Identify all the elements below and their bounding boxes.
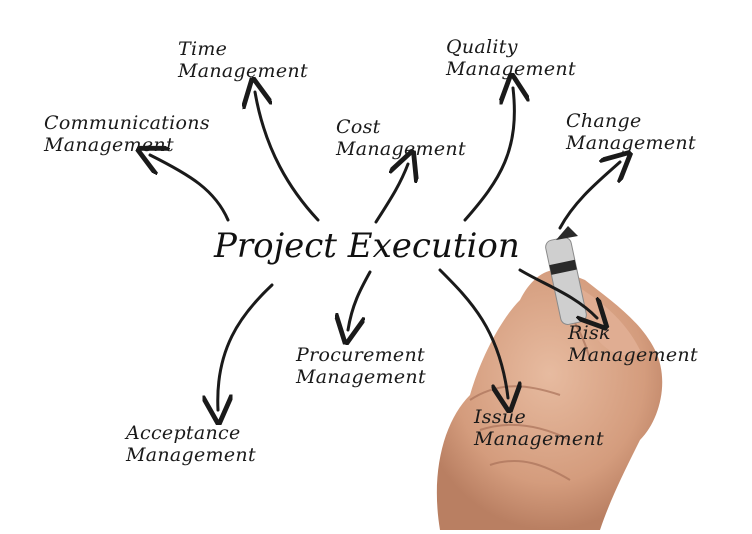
node-quality-line2: Management xyxy=(446,58,576,80)
hand-illustration xyxy=(436,226,663,530)
arrow-to-change xyxy=(558,162,620,230)
node-issue-line1: Issue xyxy=(474,406,526,428)
arrows-group xyxy=(150,88,620,410)
node-cost: Cost Management xyxy=(336,116,466,160)
marker-cap-band xyxy=(549,259,577,275)
arrow-to-communications xyxy=(150,155,230,222)
arrow-to-issue xyxy=(438,268,508,398)
node-cost-line2: Management xyxy=(336,138,466,160)
node-risk: Risk Management xyxy=(568,322,698,366)
node-quality: Quality Management xyxy=(446,36,576,80)
node-issue: Issue Management xyxy=(474,406,604,450)
arrow-to-procurement xyxy=(348,270,372,330)
node-time-line1: Time xyxy=(178,38,228,60)
node-procurement-line2: Management xyxy=(296,366,426,388)
node-issue-line2: Management xyxy=(474,428,604,450)
node-procurement: Procurement Management xyxy=(296,344,426,388)
node-acceptance-line1: Acceptance xyxy=(126,422,241,444)
node-acceptance-line2: Management xyxy=(126,444,256,466)
node-communications: Communications Management xyxy=(44,112,210,156)
node-risk-line2: Management xyxy=(568,344,698,366)
center-topic: Project Execution xyxy=(214,226,520,266)
node-communications-line2: Management xyxy=(44,134,174,156)
arrow-to-cost xyxy=(374,164,408,224)
arrow-to-acceptance xyxy=(218,283,274,410)
node-change-line1: Change xyxy=(566,110,642,132)
node-risk-line1: Risk xyxy=(568,322,611,344)
node-time-line2: Management xyxy=(178,60,308,82)
node-quality-line1: Quality xyxy=(446,36,518,58)
node-procurement-line1: Procurement xyxy=(296,344,425,366)
node-acceptance: Acceptance Management xyxy=(126,422,256,466)
arrow-to-time xyxy=(255,92,320,222)
node-communications-line1: Communications xyxy=(44,112,210,134)
marker-tip xyxy=(556,226,578,240)
arrow-to-risk xyxy=(518,268,597,318)
node-cost-line1: Cost xyxy=(336,116,381,138)
node-change-line2: Management xyxy=(566,132,696,154)
arrow-to-quality xyxy=(463,88,514,222)
node-time: Time Management xyxy=(178,38,308,82)
node-change: Change Management xyxy=(566,110,696,154)
